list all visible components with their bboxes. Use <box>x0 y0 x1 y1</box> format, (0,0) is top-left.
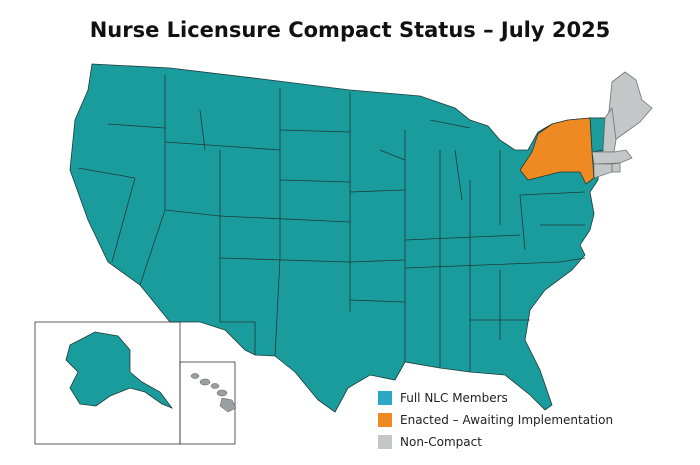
state-new-york <box>519 117 595 185</box>
legend-item-enacted: Enacted – Awaiting Implementation <box>378 410 613 429</box>
map-title: Nurse Licensure Compact Status – July 20… <box>89 18 611 42</box>
state-connecticut <box>593 163 613 179</box>
contiguous-us <box>69 63 613 413</box>
map-legend: Full NLC Members Enacted – Awaiting Impl… <box>378 388 613 454</box>
legend-item-full: Full NLC Members <box>378 388 613 407</box>
legend-swatch-noncompact <box>378 434 392 449</box>
state-vermont <box>589 117 606 153</box>
legend-item-noncompact: Non-Compact <box>378 432 613 451</box>
state-hawaii <box>190 373 237 413</box>
state-massachusetts <box>591 149 633 165</box>
state-alaska <box>65 331 174 409</box>
state-borders <box>77 75 586 372</box>
legend-label-noncompact: Non-Compact <box>400 434 482 449</box>
state-rhode-island <box>611 162 621 173</box>
legend-label-enacted: Enacted – Awaiting Implementation <box>400 412 614 427</box>
legend-label-full: Full NLC Members <box>400 390 508 405</box>
legend-swatch-enacted <box>378 412 392 427</box>
state-new-hampshire <box>602 106 617 153</box>
legend-swatch-full <box>378 390 392 405</box>
hawaii-inset-frame <box>179 361 236 445</box>
